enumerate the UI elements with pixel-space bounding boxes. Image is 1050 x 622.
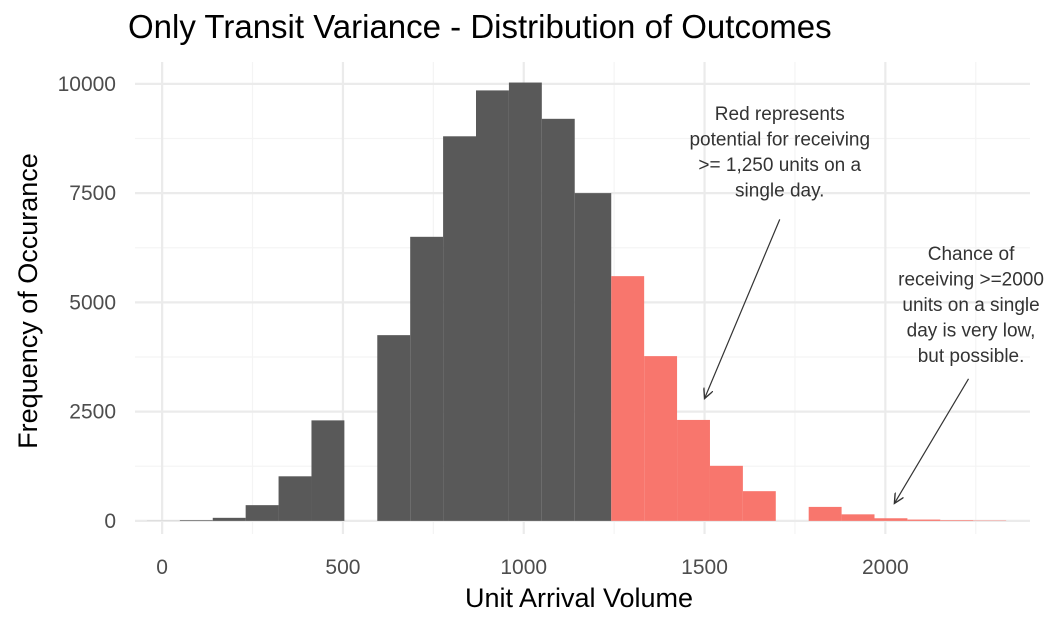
annotation-line: receiving >=2000 [898,270,1044,291]
histogram-bar [907,519,941,521]
y-tick-label: 0 [104,510,116,533]
x-tick-label: 1500 [681,556,728,579]
histogram-bar [841,514,875,521]
annotation-arrow [894,378,970,504]
histogram-bar [677,419,710,521]
annotation-line: single day. [735,181,824,202]
histogram-bar [443,136,477,521]
annotation-line: potential for receiving [689,130,870,151]
annotation-line: Chance of [928,244,1015,265]
x-tick-label: 0 [156,556,168,579]
annotation-layer: Red represents potential for receiving >= … [689,104,1044,503]
annotation-arrow [705,219,781,398]
histogram-bar [574,193,612,521]
histogram-bar [311,420,345,521]
histogram-bar [742,491,776,521]
histogram-bar [179,520,213,521]
histogram-bar [940,520,974,521]
annotation-line: day is very low, [907,321,1036,342]
histogram-bar [410,236,444,521]
chart-title: Only Transit Variance - Distribution of … [128,8,832,45]
x-tick-label: 1000 [500,556,547,579]
histogram-bar [212,517,246,521]
annotation: Red represents potential for receiving >= … [689,104,870,399]
x-tick-label: 500 [325,556,360,579]
y-tick-label: 5000 [69,291,116,314]
x-tick-labels: 0 500 1000 1500 2000 [156,556,908,579]
histogram-bar [377,335,411,521]
y-tick-label: 2500 [69,401,116,424]
y-tick-label: 10000 [58,73,116,96]
histogram-bar [508,82,542,521]
y-tick-label: 7500 [69,182,116,205]
annotation-line: but possible. [918,346,1025,367]
histogram-bar [245,505,279,521]
histogram-bar [476,90,509,521]
histogram-bar [644,356,678,521]
bar-layer [146,82,1007,521]
annotation-line: >= 1,250 units on a [698,155,861,176]
histogram-bar [541,118,575,521]
histogram-bar [278,476,312,521]
annotation-line: units on a single [902,295,1039,316]
annotation: Chance of receiving >=2000 units on a sing… [894,244,1044,503]
y-tick-labels: 0 2500 5000 7500 10000 [58,73,116,533]
x-axis-title: Unit Arrival Volume [465,583,693,613]
histogram-bar [709,465,743,521]
histogram-bar [874,518,908,521]
histogram-bar [808,506,842,521]
annotation-line: Red represents [715,104,845,125]
x-tick-label: 2000 [862,556,909,579]
histogram-bar [611,276,645,521]
annotation-text: Chance of receiving >=2000 units on a sing… [898,244,1044,367]
y-axis-title: Frequency of Occurance [13,153,43,449]
annotation-text: Red represents potential for receiving >= … [689,104,870,202]
